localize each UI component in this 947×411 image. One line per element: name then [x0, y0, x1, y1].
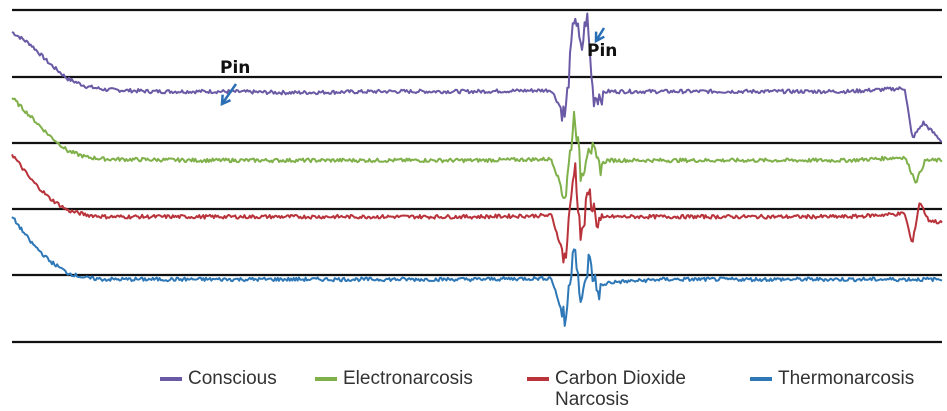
gridlines [12, 8, 942, 344]
pin-arrowhead-0 [220, 94, 232, 106]
pin-arrow-0 [220, 83, 238, 105]
pin-arrow-1 [594, 27, 606, 42]
traces [11, 12, 943, 327]
pin-label-1: Pin [587, 41, 617, 61]
annotations: Pin Pin [220, 27, 617, 106]
trace-conscious [11, 12, 943, 143]
trace-carbon-dioxide-narcosis [11, 154, 943, 264]
trace-electronarcosis [11, 97, 943, 199]
trace-thermonarcosis [11, 216, 943, 327]
pin-label-0: Pin [220, 58, 250, 78]
pin-arrowhead-1 [594, 31, 605, 44]
